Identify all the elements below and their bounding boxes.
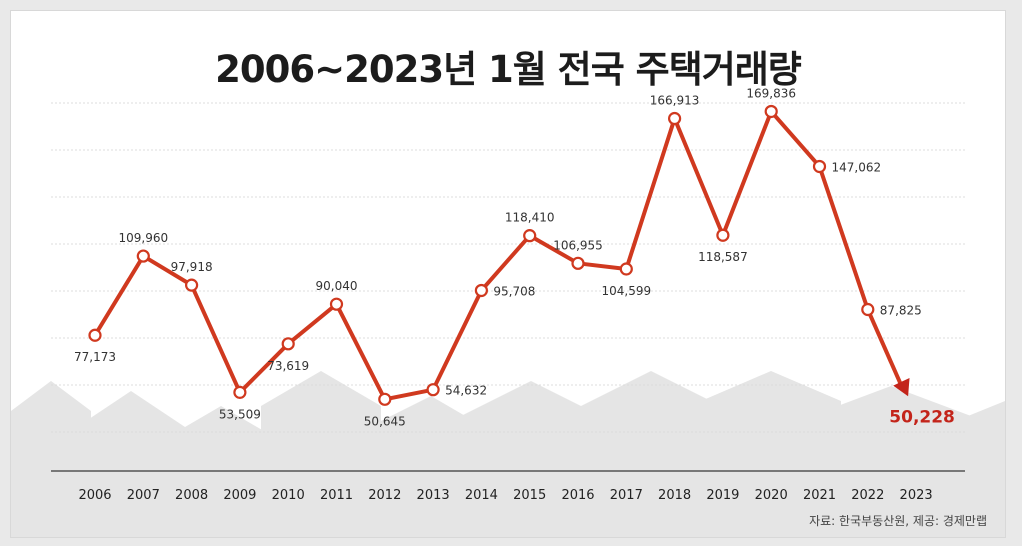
data-point — [329, 297, 344, 311]
x-tick-label: 2014 — [465, 488, 498, 503]
data-point — [233, 385, 247, 399]
data-label: 87,825 — [880, 304, 922, 318]
x-tick-label: 2008 — [175, 488, 208, 503]
house-shape — [931, 401, 1005, 537]
line-chart: 77,173 109,960 97,918 53,509 73,619 90,040 50,… — [11, 86, 1005, 537]
data-point — [185, 278, 199, 292]
data-label: 90,040 — [316, 279, 358, 293]
x-tick-label: 2021 — [803, 488, 836, 503]
data-point — [426, 383, 440, 397]
x-tick-label: 2017 — [610, 488, 643, 503]
series-last-segment — [865, 308, 904, 389]
x-tick-label: 2010 — [272, 488, 305, 503]
x-tick-label: 2012 — [368, 488, 401, 503]
x-tick-label: 2009 — [223, 488, 256, 503]
data-labels: 77,173 109,960 97,918 53,509 73,619 90,040 50,… — [74, 86, 955, 428]
data-label: 118,410 — [505, 211, 555, 225]
x-tick-label: 2016 — [561, 488, 594, 503]
houses-silhouette — [11, 371, 1005, 537]
data-point — [523, 229, 537, 243]
x-tick-label: 2007 — [127, 488, 160, 503]
data-label: 166,913 — [650, 94, 700, 108]
data-point — [667, 111, 682, 126]
data-label: 53,509 — [219, 407, 261, 421]
data-point — [474, 283, 488, 298]
data-point — [571, 256, 585, 270]
data-label: 50,645 — [364, 414, 406, 428]
data-point — [619, 262, 633, 276]
series-line-group — [88, 104, 910, 406]
grid-lines — [51, 102, 965, 433]
source-note: 자료: 한국부동산원, 제공: 경제만랩 — [809, 514, 987, 528]
data-label: 95,708 — [493, 284, 535, 298]
x-tick-label: 2022 — [851, 488, 884, 503]
trend-arrowhead — [893, 377, 910, 397]
house-shape — [571, 371, 731, 537]
x-tick-label: 2011 — [320, 488, 353, 503]
data-label: 109,960 — [118, 231, 168, 245]
data-label: 118,587 — [698, 250, 748, 264]
data-label: 104,599 — [601, 284, 651, 298]
x-tick-label: 2013 — [417, 488, 450, 503]
x-tick-label: 2019 — [706, 488, 739, 503]
data-point — [764, 104, 778, 119]
data-label: 147,062 — [832, 160, 882, 174]
data-point — [136, 249, 150, 263]
data-point — [378, 392, 392, 406]
house-shape — [261, 371, 381, 537]
data-point — [861, 302, 875, 317]
data-label: 54,632 — [445, 384, 487, 398]
series-line — [93, 109, 870, 402]
data-point — [812, 159, 827, 174]
x-tick-label: 2015 — [513, 488, 546, 503]
x-tick-label: 2006 — [78, 488, 111, 503]
x-tick-label: 2023 — [900, 488, 933, 503]
data-label-highlight: 50,228 — [889, 407, 955, 427]
data-label: 97,918 — [171, 260, 213, 274]
data-point — [88, 328, 102, 342]
data-point — [281, 337, 295, 351]
x-tick-labels: 2006 2007 2008 2009 2010 2011 2012 2013 2014 2015… — [78, 488, 932, 503]
data-label: 77,173 — [74, 350, 116, 364]
x-tick-label: 2018 — [658, 488, 691, 503]
house-shape — [701, 371, 841, 537]
data-label: 106,955 — [553, 238, 603, 252]
data-point — [716, 228, 730, 242]
chart-title: 2006~2023년 1월 전국 주택거래량 — [215, 48, 802, 91]
chart-card: 2006~2023년 1월 전국 주택거래량 77,173 109,960 97,9… — [10, 10, 1006, 538]
data-label: 169,836 — [746, 86, 796, 100]
data-label: 73,619 — [267, 359, 309, 373]
x-tick-label: 2020 — [755, 488, 788, 503]
